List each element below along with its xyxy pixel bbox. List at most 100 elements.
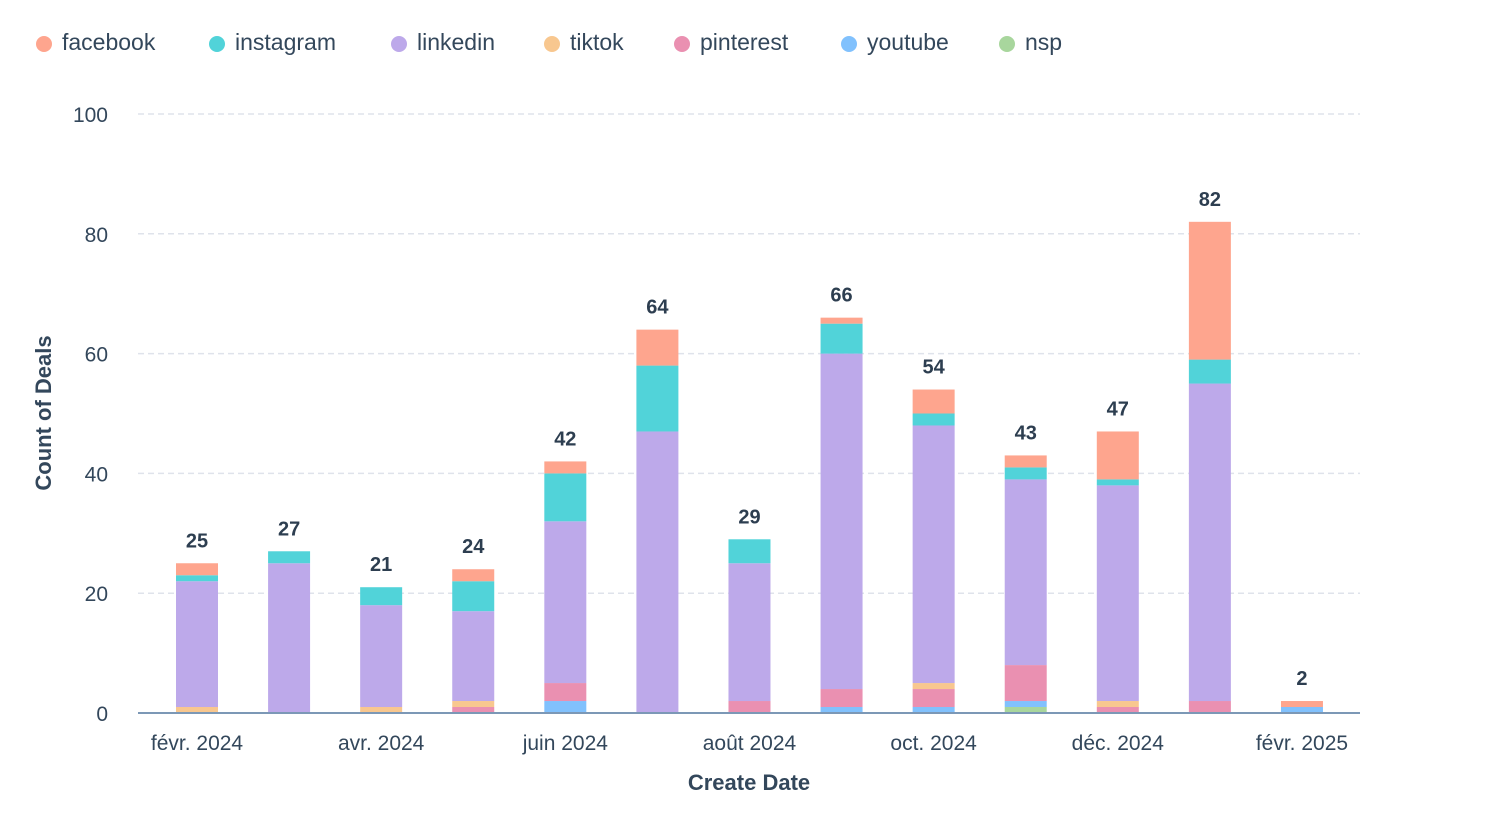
bar-total-label: 29 <box>738 506 760 528</box>
bar-group[interactable] <box>728 539 771 713</box>
bar-group[interactable] <box>176 563 218 713</box>
bar-segment-nsp[interactable] <box>1004 707 1047 713</box>
y-axis-ticks: 0 20 40 60 80 100 <box>73 104 108 726</box>
bar-segment-instagram[interactable] <box>636 365 679 432</box>
bar-segment-linkedin[interactable] <box>544 521 587 684</box>
bar-total-label: 2 <box>1296 668 1307 690</box>
legend-item-pinterest[interactable]: pinterest <box>674 29 789 55</box>
bar-segment-youtube[interactable] <box>1004 701 1047 708</box>
bar-group[interactable] <box>1096 431 1139 713</box>
x-tick-label: juin 2024 <box>522 732 609 755</box>
bar-segment-instagram[interactable] <box>728 539 771 564</box>
bar-segment-linkedin[interactable] <box>452 611 495 702</box>
bar-segment-tiktok[interactable] <box>176 707 218 713</box>
bar-segment-facebook[interactable] <box>1280 701 1323 708</box>
legend-item-tiktok[interactable]: tiktok <box>544 29 624 55</box>
bar-group[interactable] <box>1004 455 1047 713</box>
bar-segment-facebook[interactable] <box>452 569 495 582</box>
bar-segment-pinterest[interactable] <box>1096 707 1139 713</box>
bar-group[interactable] <box>1280 701 1323 713</box>
legend-label-facebook: facebook <box>62 29 156 55</box>
legend-item-linkedin[interactable]: linkedin <box>391 29 495 55</box>
bar-segment-instagram[interactable] <box>1188 359 1231 384</box>
bar-segment-instagram[interactable] <box>544 473 587 522</box>
legend-swatch-youtube <box>841 36 857 52</box>
bar-segment-youtube[interactable] <box>820 707 863 713</box>
bar-segment-instagram[interactable] <box>1004 467 1047 480</box>
bar-segment-linkedin[interactable] <box>1188 383 1231 702</box>
y-tick-label: 20 <box>85 583 108 606</box>
legend-label-linkedin: linkedin <box>417 29 495 55</box>
bar-total-label: 21 <box>370 554 392 576</box>
x-tick-label: févr. 2024 <box>151 732 244 755</box>
bar-segment-linkedin[interactable] <box>360 605 403 708</box>
bar-segment-pinterest[interactable] <box>728 701 771 713</box>
bar-segment-facebook[interactable] <box>1004 455 1047 468</box>
bar-segment-facebook[interactable] <box>1096 431 1139 480</box>
bar-segment-linkedin[interactable] <box>728 563 771 702</box>
bar-segment-instagram[interactable] <box>1096 479 1139 486</box>
bar-group[interactable] <box>268 551 311 713</box>
bar-segment-tiktok[interactable] <box>360 707 403 713</box>
bar-segment-instagram[interactable] <box>176 575 218 582</box>
bar-segment-facebook[interactable] <box>1188 221 1231 360</box>
legend-swatch-linkedin <box>391 36 407 52</box>
bar-total-label: 54 <box>923 357 946 379</box>
bar-segment-instagram[interactable] <box>912 413 955 426</box>
bar-group[interactable] <box>820 317 863 713</box>
bar-segment-facebook[interactable] <box>820 317 863 324</box>
bar-segment-instagram[interactable] <box>452 581 495 612</box>
bar-segment-facebook[interactable] <box>544 461 587 474</box>
bar-group[interactable] <box>636 329 679 713</box>
bar-segment-facebook[interactable] <box>636 329 679 366</box>
x-tick-label: août 2024 <box>703 732 797 755</box>
bar-segment-pinterest[interactable] <box>544 683 587 702</box>
x-axis-ticks: févr. 2024 avr. 2024 juin 2024 août 2024 oct… <box>151 732 1348 755</box>
legend-item-facebook[interactable]: facebook <box>36 29 156 55</box>
bar-segment-pinterest[interactable] <box>452 707 495 713</box>
y-tick-label: 60 <box>85 344 108 367</box>
bar-segment-pinterest[interactable] <box>1188 701 1231 713</box>
bar-segment-linkedin[interactable] <box>912 425 955 684</box>
chart-legend: facebook instagram linkedin tiktok pinterest… <box>36 29 1062 55</box>
bar-segment-instagram[interactable] <box>360 587 403 606</box>
legend-swatch-instagram <box>209 36 225 52</box>
bar-segment-youtube[interactable] <box>912 707 955 713</box>
y-axis-title: Count of Deals <box>31 335 56 490</box>
bar-segment-instagram[interactable] <box>820 323 863 354</box>
legend-item-instagram[interactable]: instagram <box>209 29 336 55</box>
bar-segment-tiktok[interactable] <box>1096 701 1139 708</box>
bar-group[interactable] <box>1188 221 1231 713</box>
bar-group[interactable] <box>360 587 403 713</box>
bar-segment-linkedin[interactable] <box>176 581 218 708</box>
bar-segment-pinterest[interactable] <box>1004 665 1047 702</box>
legend-label-pinterest: pinterest <box>700 29 789 55</box>
legend-swatch-pinterest <box>674 36 690 52</box>
bar-segment-pinterest[interactable] <box>912 689 955 708</box>
bar-segment-facebook[interactable] <box>176 563 218 576</box>
bar-segment-linkedin[interactable] <box>636 431 679 713</box>
bar-segment-tiktok[interactable] <box>452 701 495 708</box>
bar-segment-linkedin[interactable] <box>268 563 311 713</box>
bar-segment-linkedin[interactable] <box>820 353 863 690</box>
bar-segment-instagram[interactable] <box>268 551 311 564</box>
bar-segment-youtube[interactable] <box>544 701 587 713</box>
x-tick-label: déc. 2024 <box>1072 732 1165 755</box>
bar-segment-youtube[interactable] <box>1280 707 1323 713</box>
y-tick-label: 80 <box>85 224 108 247</box>
y-tick-label: 100 <box>73 104 108 127</box>
bar-segment-linkedin[interactable] <box>1096 485 1139 702</box>
bar-segment-pinterest[interactable] <box>820 689 863 708</box>
bar-segment-linkedin[interactable] <box>1004 479 1047 666</box>
bar-total-label: 66 <box>830 285 852 307</box>
legend-swatch-nsp <box>999 36 1015 52</box>
legend-item-nsp[interactable]: nsp <box>999 29 1062 55</box>
bar-group[interactable] <box>452 569 495 713</box>
bar-segment-facebook[interactable] <box>912 389 955 414</box>
y-tick-label: 0 <box>96 703 108 726</box>
bar-segment-tiktok[interactable] <box>912 683 955 690</box>
bar-group[interactable] <box>912 389 955 713</box>
bar-group[interactable] <box>544 461 587 713</box>
legend-item-youtube[interactable]: youtube <box>841 29 949 55</box>
y-tick-label: 40 <box>85 463 108 486</box>
